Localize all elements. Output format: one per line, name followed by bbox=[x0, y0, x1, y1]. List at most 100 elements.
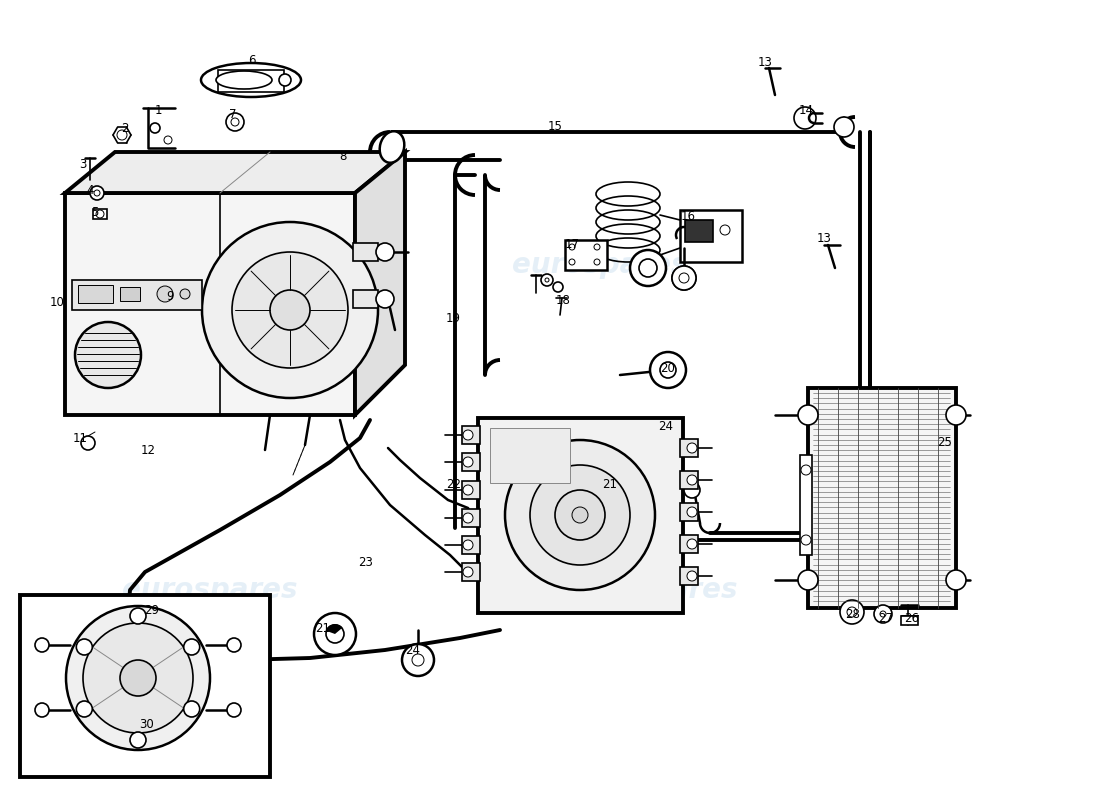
Circle shape bbox=[630, 250, 666, 286]
Text: 24: 24 bbox=[659, 419, 673, 433]
Bar bbox=[462, 509, 480, 527]
Circle shape bbox=[130, 732, 146, 748]
Circle shape bbox=[572, 507, 588, 523]
Circle shape bbox=[553, 282, 563, 292]
Text: 22: 22 bbox=[447, 478, 462, 490]
Circle shape bbox=[270, 290, 310, 330]
Circle shape bbox=[544, 278, 549, 282]
Circle shape bbox=[463, 567, 473, 577]
Text: 12: 12 bbox=[141, 443, 155, 457]
Circle shape bbox=[180, 289, 190, 299]
Bar bbox=[685, 220, 713, 242]
Text: 20: 20 bbox=[661, 362, 675, 374]
Text: 10: 10 bbox=[50, 295, 65, 309]
Ellipse shape bbox=[216, 71, 272, 89]
Bar bbox=[353, 290, 378, 308]
Circle shape bbox=[130, 608, 146, 624]
Bar bbox=[680, 535, 698, 553]
Text: 7: 7 bbox=[229, 109, 236, 122]
Circle shape bbox=[946, 570, 966, 590]
Bar bbox=[462, 426, 480, 444]
Text: 24: 24 bbox=[406, 643, 420, 657]
Circle shape bbox=[94, 190, 100, 196]
Circle shape bbox=[569, 244, 575, 250]
Bar bbox=[462, 453, 480, 471]
Text: 3: 3 bbox=[79, 158, 87, 171]
Circle shape bbox=[202, 222, 378, 398]
Circle shape bbox=[798, 570, 818, 590]
Text: 15: 15 bbox=[548, 119, 562, 133]
Circle shape bbox=[688, 475, 697, 485]
Text: 17: 17 bbox=[564, 238, 580, 250]
Bar bbox=[353, 243, 378, 261]
Circle shape bbox=[412, 654, 424, 666]
Circle shape bbox=[684, 482, 700, 498]
Bar bbox=[680, 210, 742, 262]
Bar bbox=[218, 70, 284, 92]
Circle shape bbox=[679, 273, 689, 283]
Circle shape bbox=[688, 507, 697, 517]
Circle shape bbox=[117, 130, 126, 140]
Polygon shape bbox=[65, 152, 405, 193]
Bar bbox=[808, 388, 956, 608]
Circle shape bbox=[35, 703, 50, 717]
Text: 13: 13 bbox=[758, 55, 772, 69]
Text: 27: 27 bbox=[879, 611, 893, 625]
Circle shape bbox=[120, 660, 156, 696]
Text: 29: 29 bbox=[144, 603, 159, 617]
Circle shape bbox=[688, 443, 697, 453]
Text: 19: 19 bbox=[446, 311, 461, 325]
Circle shape bbox=[66, 606, 210, 750]
Text: 21: 21 bbox=[603, 478, 617, 490]
Text: eurospares: eurospares bbox=[122, 576, 298, 604]
Text: 4: 4 bbox=[86, 183, 94, 197]
Circle shape bbox=[639, 259, 657, 277]
Circle shape bbox=[227, 638, 241, 652]
Circle shape bbox=[541, 274, 553, 286]
Bar bbox=[462, 536, 480, 554]
Ellipse shape bbox=[201, 63, 301, 97]
Circle shape bbox=[834, 117, 854, 137]
Circle shape bbox=[505, 440, 654, 590]
Circle shape bbox=[672, 266, 696, 290]
Text: 9: 9 bbox=[166, 290, 174, 302]
Bar bbox=[120, 287, 140, 301]
Circle shape bbox=[801, 535, 811, 545]
Bar bbox=[680, 567, 698, 585]
Bar bbox=[462, 563, 480, 581]
Circle shape bbox=[801, 465, 811, 475]
Bar bbox=[478, 418, 683, 613]
Bar bbox=[72, 280, 202, 310]
Circle shape bbox=[530, 465, 630, 565]
Circle shape bbox=[279, 74, 292, 86]
Polygon shape bbox=[355, 152, 405, 415]
Wedge shape bbox=[326, 624, 343, 634]
Text: 25: 25 bbox=[937, 437, 953, 450]
Bar bbox=[78, 285, 113, 303]
Circle shape bbox=[157, 286, 173, 302]
Text: 23: 23 bbox=[359, 555, 373, 569]
Circle shape bbox=[232, 252, 348, 368]
Circle shape bbox=[688, 571, 697, 581]
Circle shape bbox=[720, 225, 730, 235]
Text: 5: 5 bbox=[91, 206, 99, 219]
Circle shape bbox=[226, 113, 244, 131]
Circle shape bbox=[402, 644, 434, 676]
Circle shape bbox=[556, 490, 605, 540]
Circle shape bbox=[880, 611, 886, 617]
Circle shape bbox=[150, 123, 160, 133]
Circle shape bbox=[82, 623, 192, 733]
Circle shape bbox=[96, 210, 104, 218]
Bar bbox=[490, 428, 570, 483]
Text: 18: 18 bbox=[556, 294, 571, 306]
Text: 26: 26 bbox=[904, 611, 920, 625]
Text: 6: 6 bbox=[249, 54, 255, 66]
Text: 30: 30 bbox=[140, 718, 154, 731]
Bar bbox=[800, 455, 812, 555]
Circle shape bbox=[847, 607, 857, 617]
Circle shape bbox=[76, 701, 92, 717]
Circle shape bbox=[463, 540, 473, 550]
Text: 13: 13 bbox=[816, 231, 832, 245]
Text: eurospares: eurospares bbox=[513, 251, 688, 279]
Circle shape bbox=[227, 703, 241, 717]
